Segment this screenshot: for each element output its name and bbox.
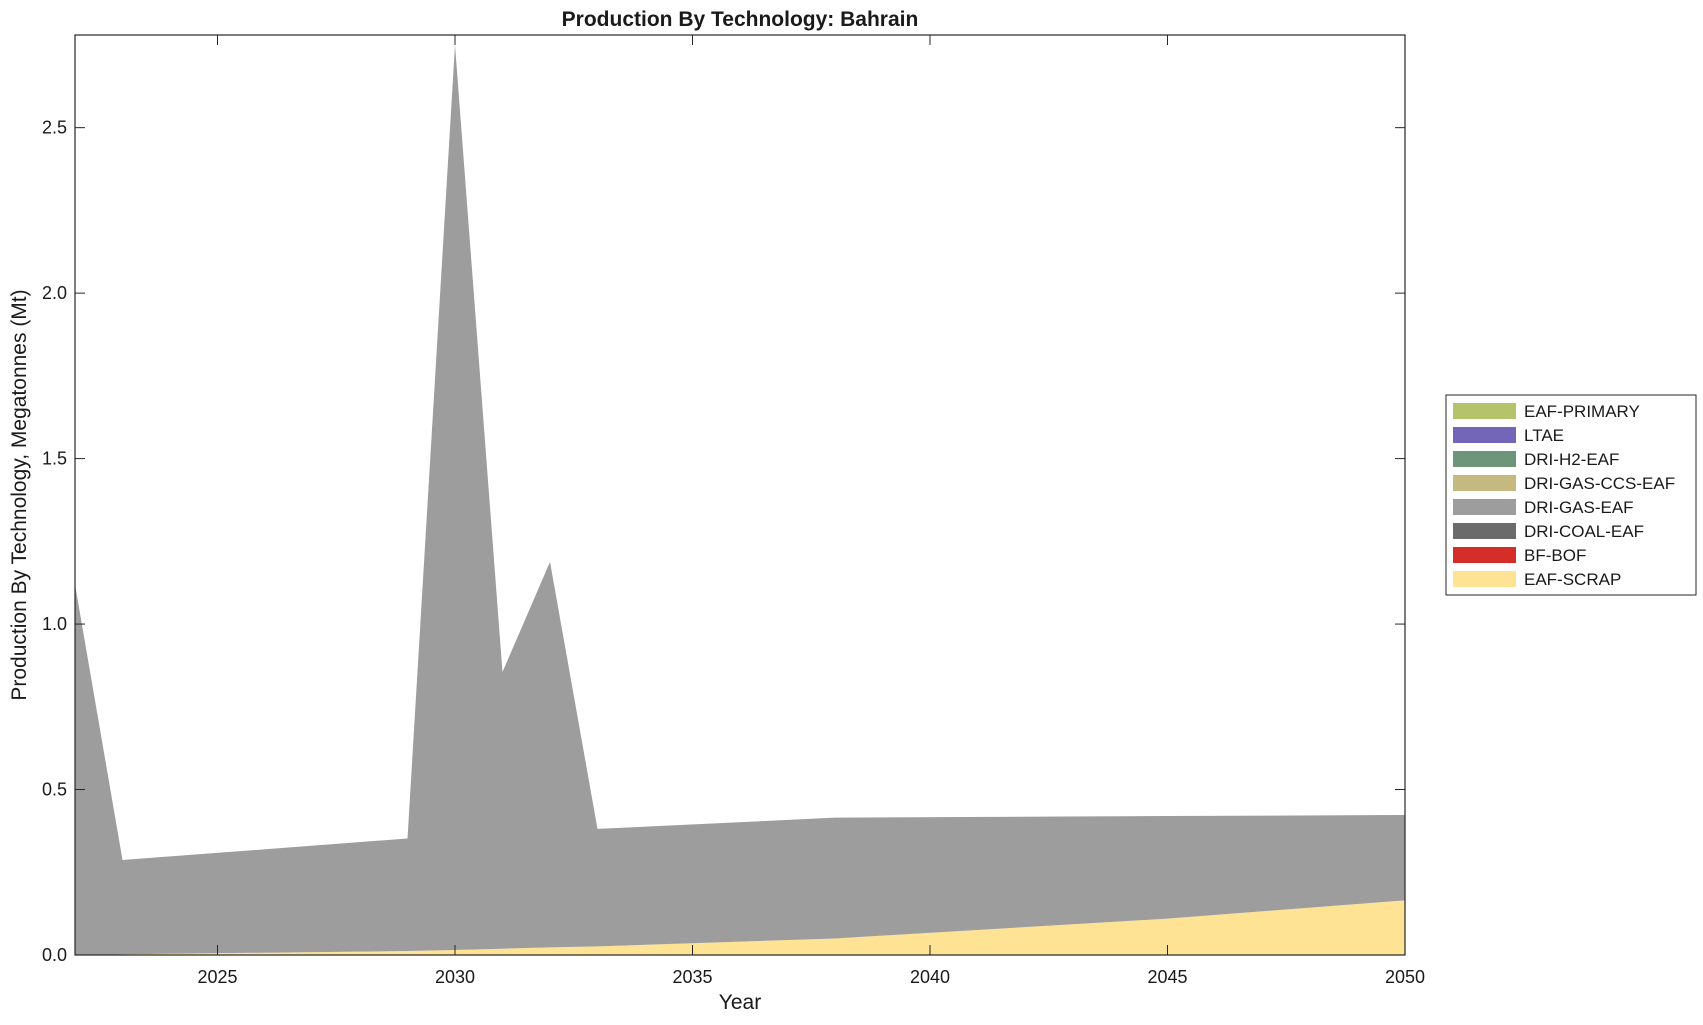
plot-frame	[74, 34, 1406, 956]
legend-label-dri-coal-eaf: DRI-COAL-EAF	[1524, 522, 1644, 541]
legend-label-dri-gas-eaf: DRI-GAS-EAF	[1524, 498, 1634, 517]
legend-swatch-dri-h2-eaf	[1453, 451, 1516, 467]
x-tick-label: 2045	[1147, 967, 1187, 987]
x-axis-ticks: 2025 2030 2035 2040 2045 2050	[197, 35, 1425, 987]
legend-swatch-eaf-primary	[1453, 403, 1516, 419]
y-tick-label: 1.0	[42, 614, 67, 634]
x-axis-label: Year	[719, 991, 761, 1014]
y-tick-label: 0.0	[42, 945, 67, 965]
legend-items: EAF-PRIMARY LTAE DRI-H2-EAF DRI-GAS-CCS-EAF…	[1453, 402, 1675, 589]
y-axis-label: Production By Technology, Megatonnes (Mt…	[8, 289, 31, 700]
x-tick-label: 2025	[197, 967, 237, 987]
legend: EAF-PRIMARY LTAE DRI-H2-EAF DRI-GAS-CCS-EAF…	[1445, 394, 1697, 596]
x-tick-label: 2040	[910, 967, 950, 987]
x-tick-label: 2050	[1385, 967, 1425, 987]
y-axis-ticks: 0.0 0.5 1.0 1.5 2.0 2.5	[42, 118, 1405, 965]
legend-label-ltae: LTAE	[1524, 426, 1564, 445]
chart-title: Production By Technology: Bahrain	[562, 8, 919, 31]
y-tick-label: 0.5	[42, 780, 67, 800]
x-tick-label: 2035	[672, 967, 712, 987]
y-tick-label: 1.5	[42, 449, 67, 469]
legend-swatch-dri-gas-eaf	[1453, 499, 1516, 515]
area-series-group	[75, 44, 1405, 956]
y-tick-label: 2.5	[42, 118, 67, 138]
legend-label-dri-h2-eaf: DRI-H2-EAF	[1524, 450, 1619, 469]
legend-swatch-dri-gas-ccs-eaf	[1453, 475, 1516, 491]
legend-swatch-bf-bof	[1453, 547, 1516, 563]
legend-label-eaf-scrap: EAF-SCRAP	[1524, 570, 1621, 589]
y-tick-label: 2.0	[42, 283, 67, 303]
legend-swatch-dri-coal-eaf	[1453, 523, 1516, 539]
legend-swatch-eaf-scrap	[1453, 571, 1516, 587]
x-tick-label: 2030	[435, 967, 475, 987]
area-dri-gas-eaf	[75, 44, 1405, 956]
legend-label-eaf-primary: EAF-PRIMARY	[1524, 402, 1640, 421]
legend-swatch-ltae	[1453, 427, 1516, 443]
legend-label-bf-bof: BF-BOF	[1524, 546, 1586, 565]
legend-box	[1445, 394, 1697, 596]
area-eaf-scrap	[75, 900, 1405, 955]
legend-label-dri-gas-ccs-eaf: DRI-GAS-CCS-EAF	[1524, 474, 1675, 493]
